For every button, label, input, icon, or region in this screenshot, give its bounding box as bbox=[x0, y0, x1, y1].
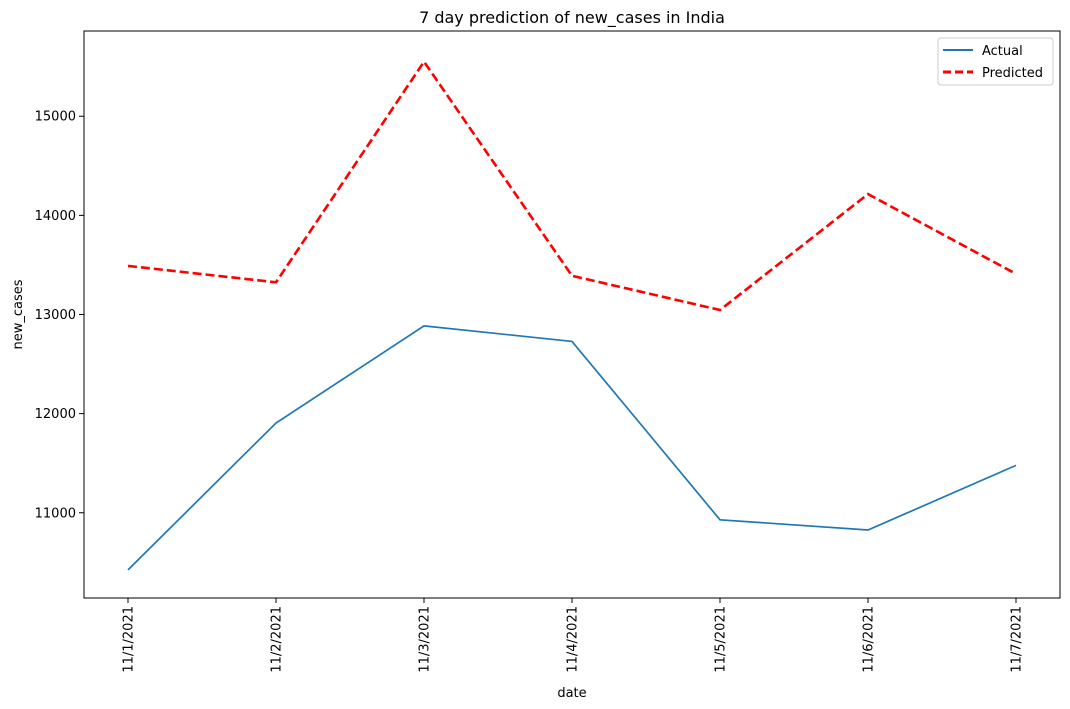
chart-title: 7 day prediction of new_cases in India bbox=[419, 8, 725, 28]
y-tick-label: 13000 bbox=[35, 308, 76, 323]
x-axis-label: date bbox=[557, 686, 586, 701]
series-layer bbox=[127, 59, 1017, 571]
y-axis-ticks: 11000 12000 13000 14000 15000 bbox=[35, 110, 84, 521]
legend-label-actual: Actual bbox=[982, 44, 1023, 59]
y-axis-label: new_cases bbox=[11, 279, 26, 349]
y-tick-label: 11000 bbox=[35, 506, 76, 521]
x-tick-label: 11/3/2021 bbox=[418, 606, 433, 673]
x-tick-label: 11/7/2021 bbox=[1010, 606, 1025, 673]
x-tick-label: 11/1/2021 bbox=[122, 606, 137, 673]
plot-area-frame bbox=[83, 30, 1061, 599]
legend: Actual Predicted bbox=[937, 37, 1054, 86]
x-axis-ticks: 11/1/2021 11/2/2021 11/3/2021 11/4/2021 11/5… bbox=[122, 598, 1025, 673]
x-tick-label: 11/5/2021 bbox=[714, 606, 729, 673]
y-tick-label: 15000 bbox=[35, 110, 76, 125]
y-tick-label: 14000 bbox=[35, 209, 76, 224]
series-line-predicted bbox=[127, 59, 1017, 312]
x-tick-label: 11/6/2021 bbox=[862, 606, 877, 673]
series-line-actual bbox=[127, 325, 1017, 571]
legend-label-predicted: Predicted bbox=[982, 66, 1043, 81]
x-tick-label: 11/4/2021 bbox=[566, 606, 581, 673]
y-tick-label: 12000 bbox=[35, 407, 76, 422]
x-tick-label: 11/2/2021 bbox=[270, 606, 285, 673]
